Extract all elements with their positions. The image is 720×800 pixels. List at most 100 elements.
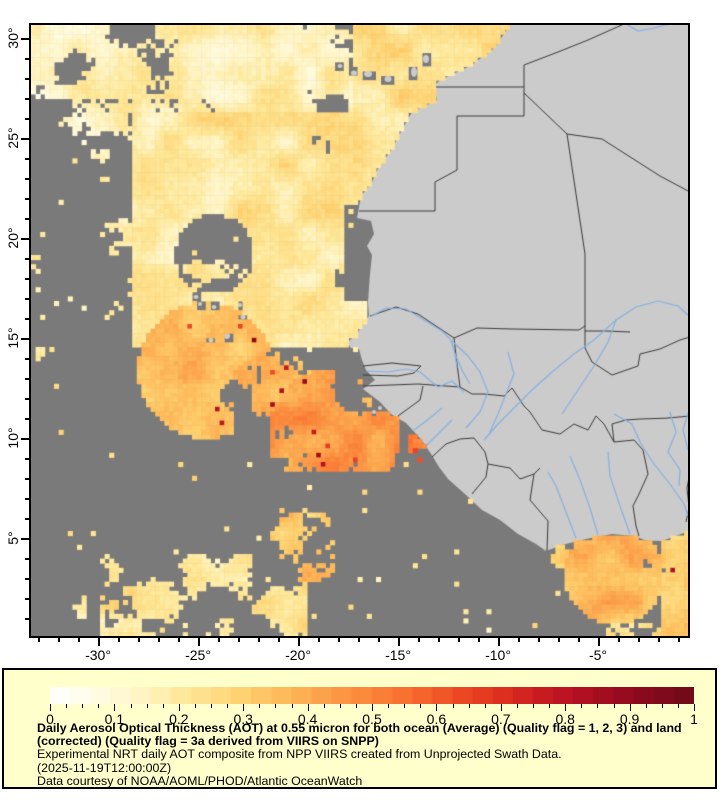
colorbar-minor-tick bbox=[259, 704, 261, 708]
x-major-tick bbox=[398, 638, 400, 646]
colorbar-minor-tick bbox=[468, 704, 470, 708]
colorbar-minor-tick bbox=[645, 704, 647, 708]
y-major-tick bbox=[21, 138, 29, 140]
legend-box: 0 0.1 0.2 0.3 0.4 0.5 0.6 0.7 0.8 0.9 1 Daily Aero… bbox=[2, 668, 717, 789]
x-minor-tick bbox=[518, 638, 520, 642]
x-minor-tick bbox=[618, 638, 620, 642]
y-minor-tick bbox=[25, 198, 29, 200]
x-minor-tick bbox=[258, 638, 260, 642]
y-minor-tick bbox=[25, 118, 29, 120]
caption-title: Daily Aerosol Optical Thickness (AOT) at… bbox=[37, 721, 682, 749]
y-tick-label: 20° bbox=[5, 227, 21, 249]
y-minor-tick bbox=[25, 458, 29, 460]
x-minor-tick bbox=[638, 638, 640, 642]
x-minor-tick bbox=[438, 638, 440, 642]
colorbar-major-tick bbox=[50, 704, 51, 711]
x-minor-tick bbox=[338, 638, 340, 642]
colorbar-tick-label: 0 bbox=[46, 711, 54, 727]
colorbar-minor-tick bbox=[581, 704, 583, 708]
colorbar-minor-tick bbox=[484, 704, 486, 708]
x-tick-label: -25° bbox=[185, 647, 211, 663]
x-minor-tick bbox=[678, 638, 680, 642]
y-minor-tick bbox=[25, 498, 29, 500]
colorbar-minor-tick bbox=[420, 704, 422, 708]
x-minor-tick bbox=[458, 638, 460, 642]
y-minor-tick bbox=[25, 218, 29, 220]
y-minor-tick bbox=[25, 98, 29, 100]
colorbar-minor-tick bbox=[82, 704, 84, 708]
y-minor-tick bbox=[25, 178, 29, 180]
colorbar-minor-tick bbox=[227, 704, 229, 708]
colorbar-major-tick bbox=[307, 704, 309, 711]
y-minor-tick bbox=[25, 418, 29, 420]
colorbar-minor-tick bbox=[323, 704, 325, 708]
y-minor-tick bbox=[25, 398, 29, 400]
colorbar-minor-tick bbox=[355, 704, 357, 708]
y-minor-tick bbox=[25, 598, 29, 600]
y-minor-tick bbox=[25, 518, 29, 520]
caption-timestamp: (2025-11-19T12:00:00Z) bbox=[37, 760, 172, 775]
x-major-tick bbox=[198, 638, 200, 646]
colorbar-tick-label: 0.4 bbox=[297, 711, 318, 727]
y-major-tick bbox=[21, 538, 29, 540]
colorbar-minor-tick bbox=[146, 704, 148, 708]
y-minor-tick bbox=[25, 258, 29, 260]
x-minor-tick bbox=[578, 638, 580, 642]
colorbar-major-tick bbox=[629, 704, 631, 711]
colorbar-tick-label: 0.7 bbox=[491, 711, 511, 727]
colorbar-minor-tick bbox=[613, 704, 615, 708]
colorbar-minor-tick bbox=[211, 704, 212, 708]
x-minor-tick bbox=[158, 638, 160, 642]
aot-map-canvas bbox=[31, 25, 688, 636]
y-minor-tick bbox=[25, 158, 29, 160]
colorbar-minor-tick bbox=[516, 704, 518, 708]
x-minor-tick bbox=[318, 638, 320, 642]
map-plot-area bbox=[29, 23, 690, 638]
colorbar-minor-tick bbox=[291, 704, 293, 708]
colorbar-major-tick bbox=[565, 704, 567, 711]
colorbar-tick-label: 0.2 bbox=[169, 711, 189, 727]
y-minor-tick bbox=[25, 278, 29, 280]
colorbar-minor-tick bbox=[66, 704, 68, 708]
x-tick-label: -20° bbox=[285, 647, 311, 663]
x-major-tick bbox=[298, 638, 300, 646]
colorbar-minor-tick bbox=[130, 704, 132, 708]
x-tick-label: -30° bbox=[85, 647, 111, 663]
x-major-tick bbox=[598, 638, 600, 646]
colorbar-minor-tick bbox=[452, 704, 454, 708]
x-minor-tick bbox=[278, 638, 280, 642]
y-tick-label: 5° bbox=[5, 531, 21, 545]
colorbar-minor-tick bbox=[549, 704, 551, 708]
x-minor-tick bbox=[238, 638, 240, 642]
colorbar-minor-tick bbox=[162, 704, 164, 708]
colorbar-major-tick bbox=[114, 704, 116, 711]
y-tick-label: 15° bbox=[5, 327, 21, 349]
x-major-tick bbox=[498, 638, 500, 646]
colorbar-major-tick bbox=[243, 704, 245, 711]
y-minor-tick bbox=[25, 618, 29, 620]
colorbar-minor-tick bbox=[597, 704, 599, 708]
colorbar-major-tick bbox=[436, 704, 438, 711]
x-minor-tick bbox=[418, 638, 420, 642]
y-minor-tick bbox=[25, 558, 29, 560]
colorbar-tick-label: 0.1 bbox=[104, 711, 125, 727]
colorbar-minor-tick bbox=[275, 704, 277, 708]
y-minor-tick bbox=[25, 58, 29, 60]
caption-description: Experimental NRT daily AOT composite fro… bbox=[37, 747, 562, 762]
colorbar-major-tick bbox=[694, 704, 695, 711]
colorbar-minor-tick bbox=[388, 704, 390, 708]
colorbar-major-tick bbox=[372, 704, 373, 711]
colorbar-minor-tick bbox=[533, 704, 534, 708]
x-minor-tick bbox=[218, 638, 220, 642]
x-minor-tick bbox=[658, 638, 660, 642]
y-minor-tick bbox=[25, 578, 29, 580]
colorbar-minor-tick bbox=[98, 704, 100, 708]
x-minor-tick bbox=[38, 638, 40, 642]
colorbar-tick-label: 1 bbox=[690, 711, 698, 727]
colorbar-major-tick bbox=[178, 704, 180, 711]
y-major-tick bbox=[21, 438, 29, 440]
colorbar-tick-label: 0.6 bbox=[426, 711, 447, 727]
x-tick-label: -5° bbox=[588, 647, 608, 663]
colorbar-minor-tick bbox=[677, 704, 679, 708]
